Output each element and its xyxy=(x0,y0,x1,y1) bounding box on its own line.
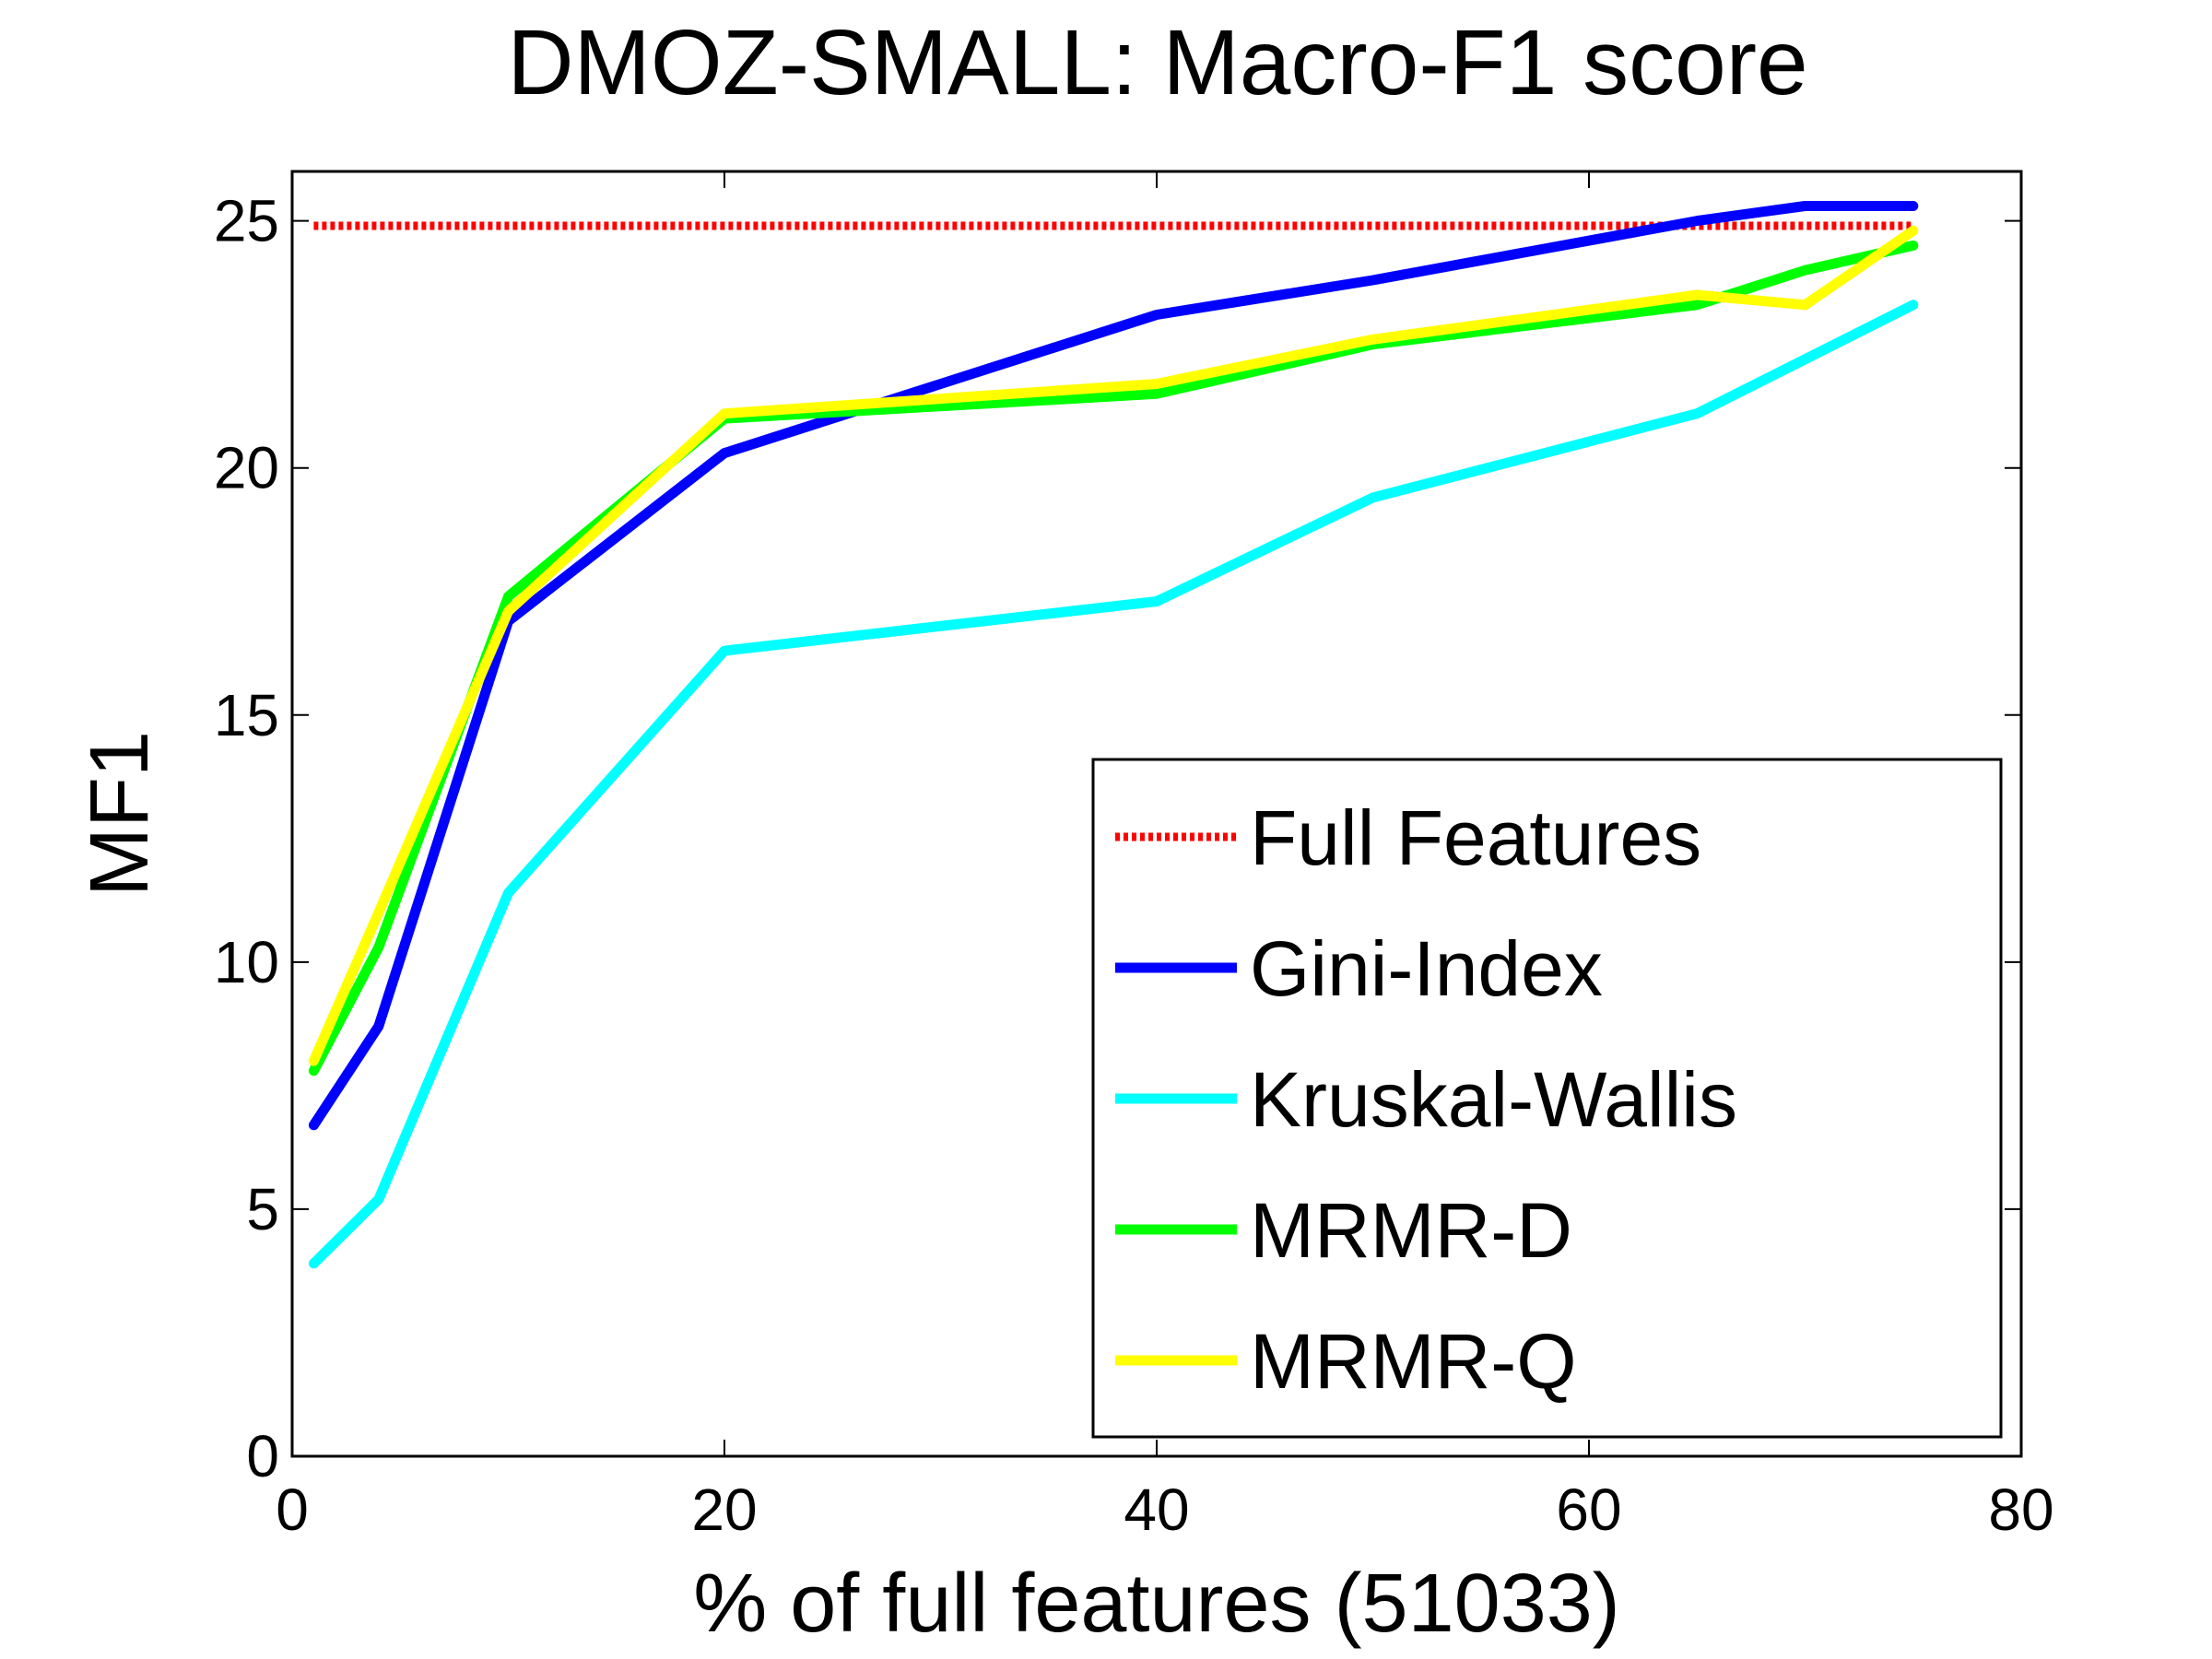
x-tick-label-40: 40 xyxy=(1124,1477,1189,1543)
y-axis-label: MF1 xyxy=(74,731,166,897)
legend: Full Features Gini-Index Kruskal-Wallis MRM… xyxy=(1091,758,2003,1439)
x-tick-label-0: 0 xyxy=(276,1477,309,1543)
x-tick-label-20: 20 xyxy=(691,1477,757,1543)
legend-label-mrmr-d: MRMR-D xyxy=(1250,1187,1572,1274)
legend-label-full-features: Full Features xyxy=(1250,794,1701,881)
y-tick-label-20: 20 xyxy=(214,435,279,501)
chart-title: DMOZ-SMALL: Macro-F1 score xyxy=(507,11,1807,114)
y-tick-label-15: 15 xyxy=(214,682,279,748)
series-line-mrmr-q xyxy=(308,225,1919,1066)
y-tick-label-0: 0 xyxy=(246,1423,279,1489)
y-tick-label-25: 25 xyxy=(214,188,279,254)
legend-items: Full Features Gini-Index Kruskal-Wallis MRM… xyxy=(1115,794,1737,1405)
legend-box xyxy=(1091,758,2003,1439)
x-tick-label-80: 80 xyxy=(1988,1477,2053,1543)
series-line-kruskal-wallis xyxy=(308,300,1919,1269)
series-line-gini-index xyxy=(308,201,1919,1131)
y-tick-label-10: 10 xyxy=(214,929,279,995)
x-axis-label: % of full features (51033) xyxy=(693,1558,1620,1650)
legend-label-gini-index: Gini-Index xyxy=(1250,925,1603,1012)
legend-label-kruskal-wallis: Kruskal-Wallis xyxy=(1250,1056,1737,1143)
legend-label-mrmr-q: MRMR-Q xyxy=(1250,1318,1577,1405)
y-tick-label-5: 5 xyxy=(246,1176,279,1242)
tick-labels: 0 20 40 60 80 0 5 10 15 20 25 xyxy=(214,188,2054,1543)
series-lines xyxy=(308,201,1919,1269)
plot-area xyxy=(290,170,2023,1458)
axis-ticks xyxy=(291,171,2022,1457)
x-tick-label-60: 60 xyxy=(1556,1477,1621,1543)
series-line-mrmr-d xyxy=(308,240,1919,1077)
